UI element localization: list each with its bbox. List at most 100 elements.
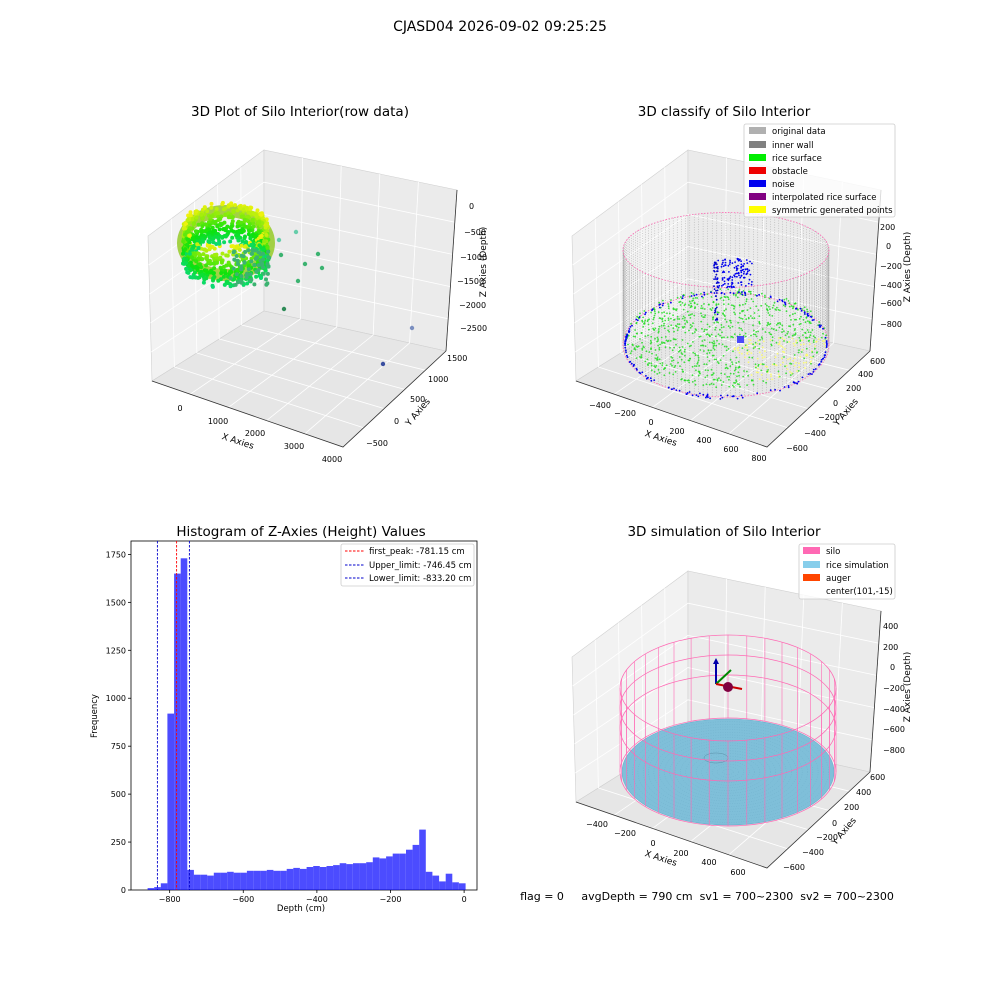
rice-point xyxy=(706,352,708,355)
rice-point xyxy=(678,318,681,320)
rice-point xyxy=(775,364,778,367)
simulation-x-tick: −200 xyxy=(614,829,636,838)
noise-point xyxy=(741,293,743,296)
rice-point xyxy=(679,365,681,367)
classify-x-tick: 400 xyxy=(696,436,711,445)
rice-point xyxy=(758,378,761,381)
noise-point xyxy=(813,319,815,321)
rice-point xyxy=(769,333,772,335)
y-tick-label: 1250 xyxy=(106,646,126,655)
rice-point xyxy=(797,308,799,311)
classify-y-tick: 0 xyxy=(833,399,838,408)
rice-point xyxy=(735,366,737,369)
noise-point xyxy=(686,392,689,394)
rice-point xyxy=(761,363,764,365)
noise-point xyxy=(750,283,753,286)
histogram-bar xyxy=(260,870,267,890)
raw-outlier-point xyxy=(409,325,415,331)
noise-point xyxy=(723,293,726,295)
legend-frame xyxy=(743,123,896,218)
rice-point xyxy=(783,356,785,358)
rice-point xyxy=(663,374,666,377)
rice-point xyxy=(739,312,741,315)
legend-swatch-interpolated xyxy=(749,193,766,200)
rice-point xyxy=(747,317,750,320)
noise-point xyxy=(728,285,731,288)
histogram-bar xyxy=(372,857,380,890)
raw-point xyxy=(239,264,244,269)
rice-point xyxy=(694,365,696,367)
legend-swatch-noise xyxy=(749,180,766,187)
rice-point xyxy=(789,357,791,360)
noise-point xyxy=(658,304,661,306)
raw-x-tick: 2000 xyxy=(245,429,265,438)
noise-point xyxy=(731,279,734,281)
raw-point xyxy=(226,260,231,265)
raw-point xyxy=(200,224,205,229)
rice-point xyxy=(785,372,787,375)
rice-point xyxy=(681,368,684,371)
rice-point xyxy=(716,321,718,323)
noise-point xyxy=(729,259,731,262)
legend-swatch-obstacle xyxy=(749,167,766,174)
raw-point xyxy=(229,201,234,206)
raw-point xyxy=(224,279,229,284)
rice-point xyxy=(808,343,811,345)
rice-point xyxy=(694,383,697,386)
rice-point xyxy=(723,303,725,306)
rice-point xyxy=(630,350,633,352)
rice-point xyxy=(703,308,706,310)
rice-mesh-ring xyxy=(637,726,819,818)
rice-point xyxy=(812,341,815,343)
rice-point xyxy=(653,316,655,319)
rice-point xyxy=(681,339,684,341)
raw-x-tick: 3000 xyxy=(284,442,304,451)
simulation-z-tick: 0 xyxy=(890,663,895,672)
raw-point xyxy=(219,223,223,228)
rice-point xyxy=(689,326,692,329)
rice-point xyxy=(704,376,707,379)
rice-point xyxy=(812,335,815,338)
rice-point xyxy=(644,360,647,363)
auger-arrow-head xyxy=(713,658,719,664)
rice-point xyxy=(752,324,754,327)
rice-point xyxy=(781,346,784,348)
raw-point xyxy=(210,229,215,234)
histogram-bar xyxy=(386,856,393,890)
rice-point xyxy=(770,343,773,346)
simulation-x-tick: 200 xyxy=(673,849,688,858)
rice-point xyxy=(781,324,784,327)
noise-point xyxy=(825,340,828,342)
rice-point xyxy=(694,307,696,310)
rice-point xyxy=(769,322,772,325)
raw-point xyxy=(210,284,215,289)
noise-point xyxy=(779,389,781,392)
rice-point xyxy=(810,357,813,359)
y-tick-label: 250 xyxy=(111,838,126,847)
rice-point xyxy=(727,325,730,328)
raw-point xyxy=(242,260,247,265)
noise-point xyxy=(638,316,641,319)
rice-point xyxy=(729,372,732,375)
x-tick-label: −400 xyxy=(306,895,328,904)
rice-point xyxy=(699,335,702,338)
rice-point xyxy=(681,317,684,320)
rice-point xyxy=(681,353,684,355)
rice-point xyxy=(717,303,720,306)
rice-point xyxy=(744,346,746,348)
raw-point xyxy=(239,267,244,272)
rice-point xyxy=(667,329,669,332)
rice-point xyxy=(760,373,763,376)
rice-point xyxy=(672,314,674,317)
rice-point xyxy=(717,362,720,365)
rice-point xyxy=(791,313,794,316)
rice-point xyxy=(766,366,769,368)
legend-label: original data xyxy=(772,127,826,137)
rice-point xyxy=(656,356,659,359)
histogram-bar xyxy=(280,870,287,890)
rice-point xyxy=(717,311,720,314)
noise-point xyxy=(678,389,681,392)
raw-x-tick: 0 xyxy=(177,404,182,413)
rice-point xyxy=(654,337,656,340)
